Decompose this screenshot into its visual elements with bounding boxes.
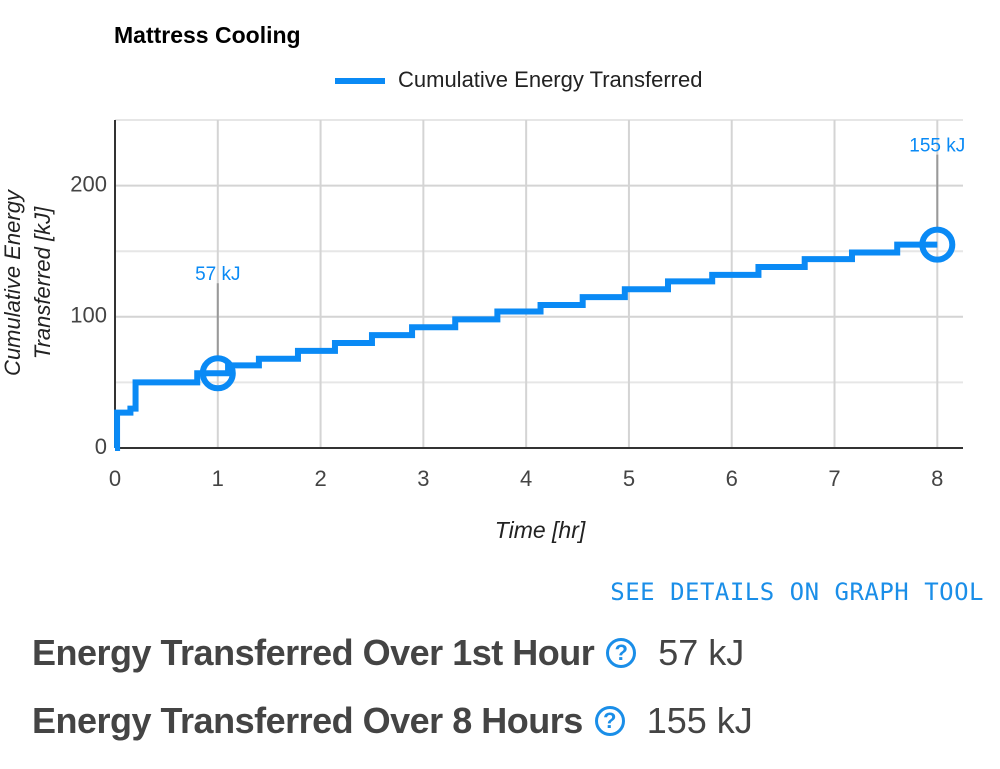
x-axis-label: Time [hr]	[495, 517, 586, 543]
help-icon[interactable]: ?	[606, 638, 637, 668]
graph-tool-link[interactable]: SEE DETAILS ON GRAPH TOOL	[610, 578, 984, 606]
annotation-label: 155 kJ	[909, 136, 965, 157]
annotation-label: 57 kJ	[195, 264, 240, 285]
y-tick-label: 100	[70, 303, 107, 328]
chart-title: Mattress Cooling	[114, 22, 301, 48]
y-axis-label-line: Cumulative Energy	[0, 188, 25, 376]
legend-label: Cumulative Energy Transferred	[398, 67, 702, 92]
metric-value: 155 kJ	[646, 700, 753, 741]
x-tick-label: 2	[314, 466, 326, 491]
annotation-marker	[919, 226, 956, 263]
x-tick-label: 3	[417, 466, 429, 491]
y-tick-label: 0	[95, 434, 107, 459]
metric-value: 57 kJ	[658, 632, 745, 673]
y-axis-label-line: Transferred [kJ]	[30, 206, 55, 359]
chart: Mattress Cooling Time [hr] Cumulative En…	[0, 22, 965, 543]
x-tick-label: 7	[828, 466, 840, 491]
metric-label: Energy Transferred Over 1st Hour	[32, 632, 595, 673]
help-icon[interactable]: ?	[594, 706, 625, 736]
metric: Energy Transferred Over 1st Hour? 57 kJ	[32, 632, 744, 674]
annotation-marker	[199, 355, 236, 392]
x-tick-label: 5	[623, 466, 635, 491]
x-tick-label: 6	[726, 466, 738, 491]
metric-label: Energy Transferred Over 8 Hours	[32, 700, 583, 741]
x-tick-label: 4	[520, 466, 532, 491]
data-line	[114, 241, 938, 451]
x-tick-label: 1	[212, 466, 224, 491]
y-tick-label: 200	[70, 171, 107, 196]
metric: Energy Transferred Over 8 Hours? 155 kJ	[32, 700, 753, 742]
y-axis-label: Cumulative Energy Transferred [kJ]	[0, 188, 55, 376]
x-tick-label: 8	[931, 466, 943, 491]
x-tick-label: 0	[109, 466, 121, 491]
